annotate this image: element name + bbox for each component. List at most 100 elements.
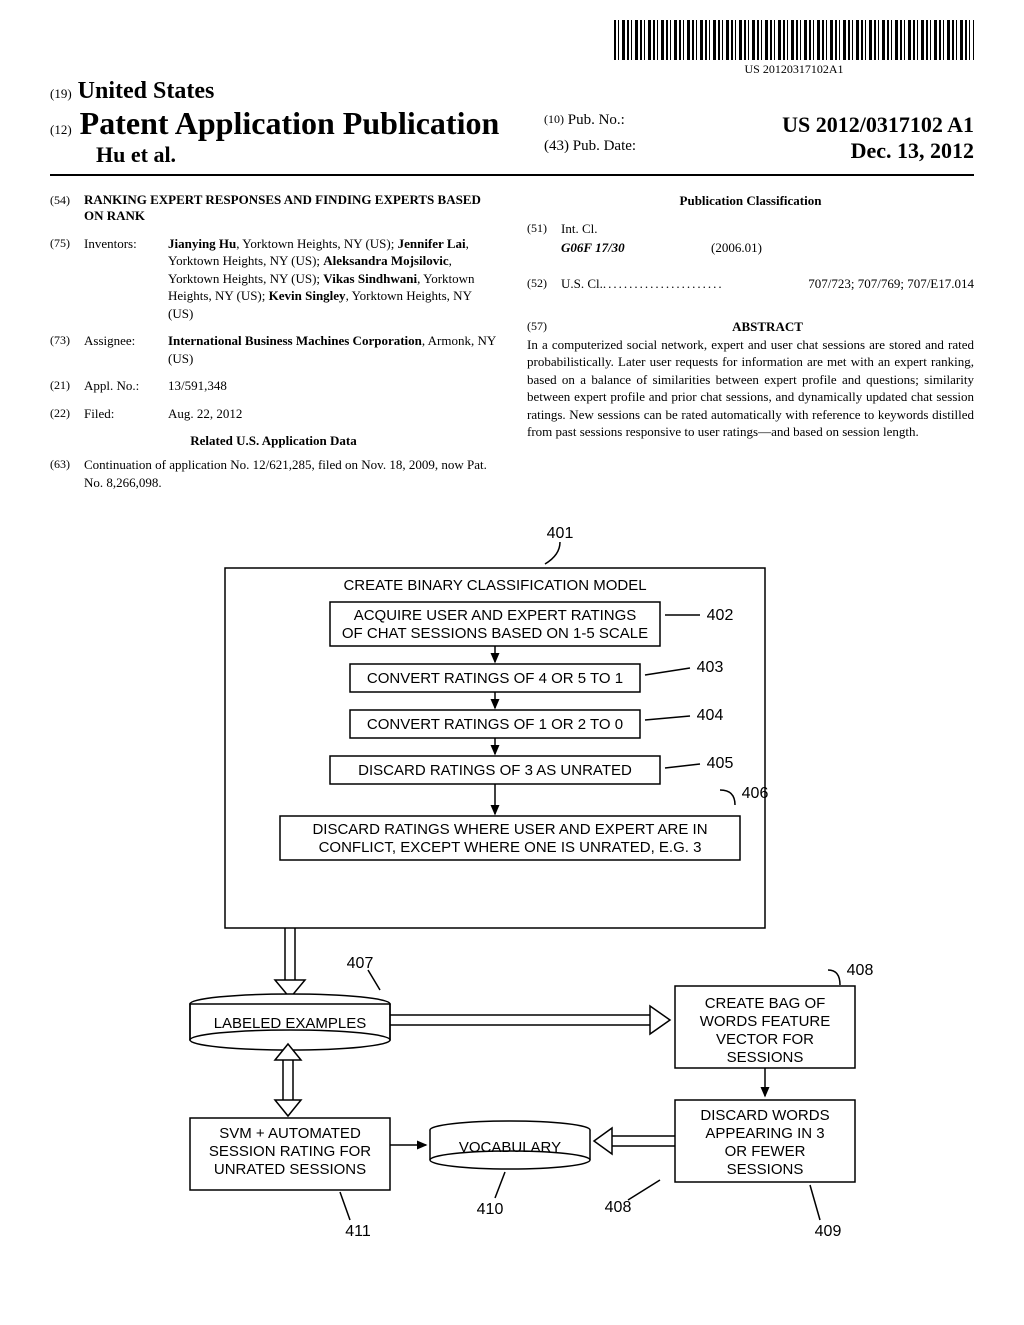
country-name: United States xyxy=(78,78,215,104)
flowchart-svg: 401 CREATE BINARY CLASSIFICATION MODEL A… xyxy=(0,520,1024,1320)
ref-408: 408 xyxy=(847,962,874,979)
ref-405: 405 xyxy=(707,755,734,772)
box-408-l2: WORDS FEATURE xyxy=(700,1013,831,1030)
ref-407: 407 xyxy=(347,955,374,972)
assignee-row: (73) Assignee: International Business Ma… xyxy=(50,332,497,367)
assignee-name: International Business Machines Corporat… xyxy=(168,333,422,348)
barcode-icon xyxy=(614,20,974,60)
ref-408b: 408 xyxy=(605,1199,632,1216)
applno-value: 13/591,348 xyxy=(168,377,497,395)
uscl-code: (52) xyxy=(527,275,561,293)
pubno-value: US 2012/0317102 A1 xyxy=(782,112,974,138)
biblio-block: (54) RANKING EXPERT RESPONSES AND FINDIN… xyxy=(50,176,974,501)
applno-code: (21) xyxy=(50,377,84,395)
uscl-main: 707/723 xyxy=(808,276,851,291)
ref-402: 402 xyxy=(707,607,734,624)
box-405-text: DISCARD RATINGS OF 3 AS UNRATED xyxy=(358,762,632,779)
box-408-l3: VECTOR FOR xyxy=(716,1031,814,1048)
filed-value: Aug. 22, 2012 xyxy=(168,405,497,423)
applicant-line: Hu et al. xyxy=(50,142,544,168)
uscl-rest: ; 707/769; 707/E17.014 xyxy=(851,276,974,291)
related-code: (63) xyxy=(50,456,84,491)
box-402-line2: OF CHAT SESSIONS BASED ON 1-5 SCALE xyxy=(342,625,648,642)
intcl-class: G06F 17/30 xyxy=(561,239,711,257)
abstract-heading: ABSTRACT xyxy=(561,318,974,336)
box-404-text: CONVERT RATINGS OF 1 OR 2 TO 0 xyxy=(367,716,623,733)
intcl-label: Int. Cl. xyxy=(561,220,974,238)
pubdate-label: Pub. Date: xyxy=(573,138,636,164)
assignee-code: (73) xyxy=(50,332,84,367)
box-407-text: LABELED EXAMPLES xyxy=(214,1015,367,1032)
applno-label: Appl. No.: xyxy=(84,377,168,395)
box-408-l4: SESSIONS xyxy=(727,1049,804,1066)
biblio-left-col: (54) RANKING EXPERT RESPONSES AND FINDIN… xyxy=(50,192,497,501)
box-403-text: CONVERT RATINGS OF 4 OR 5 TO 1 xyxy=(367,670,623,687)
intcl-class-row: G06F 17/30 (2006.01) xyxy=(527,239,974,257)
pubdate-row: (43) Pub. Date: Dec. 13, 2012 xyxy=(544,138,974,164)
ref-404: 404 xyxy=(697,707,724,724)
abstract-code: (57) xyxy=(527,318,561,336)
filed-row: (22) Filed: Aug. 22, 2012 xyxy=(50,405,497,423)
pubno-label: Pub. No.: xyxy=(568,112,625,138)
title-code: (54) xyxy=(50,192,84,225)
applno-row: (21) Appl. No.: 13/591,348 xyxy=(50,377,497,395)
abstract-header-row: (57) ABSTRACT xyxy=(527,318,974,336)
ref-401: 401 xyxy=(547,525,574,542)
ref-411: 411 xyxy=(345,1223,371,1240)
box-410-text: VOCABULARY xyxy=(459,1139,561,1156)
barcode-text: US 20120317102A1 xyxy=(614,62,974,77)
abstract-text: In a computerized social network, expert… xyxy=(527,336,974,441)
pubdate-value: Dec. 13, 2012 xyxy=(851,138,974,164)
box-406-line1: DISCARD RATINGS WHERE USER AND EXPERT AR… xyxy=(312,821,707,838)
barcode-region: US 20120317102A1 xyxy=(614,20,974,77)
ref-409: 409 xyxy=(815,1223,842,1240)
related-heading: Related U.S. Application Data xyxy=(50,432,497,450)
ref-410: 410 xyxy=(477,1201,504,1218)
related-row: (63) Continuation of application No. 12/… xyxy=(50,456,497,491)
assignee-label: Assignee: xyxy=(84,332,168,367)
country-line: (19) United States xyxy=(50,78,544,105)
box-411-l2: SESSION RATING FOR xyxy=(209,1143,371,1160)
box-409-l2: APPEARING IN 3 xyxy=(705,1125,824,1142)
header-left: (19) United States (12) Patent Applicati… xyxy=(50,78,544,168)
biblio-right-col: Publication Classification (51) Int. Cl.… xyxy=(527,192,974,501)
intcl-date: (2006.01) xyxy=(711,239,762,257)
intcl-row: (51) Int. Cl. xyxy=(527,220,974,238)
filed-label: Filed: xyxy=(84,405,168,423)
header-right: (10) Pub. No.: US 2012/0317102 A1 (43) P… xyxy=(544,112,974,168)
figure-region: 401 CREATE BINARY CLASSIFICATION MODEL A… xyxy=(0,520,1024,1320)
doc-type-line: (12) Patent Application Publication xyxy=(50,105,544,142)
pubno-code: (10) xyxy=(544,112,564,138)
doc-type: Patent Application Publication xyxy=(80,105,500,141)
classification-heading: Publication Classification xyxy=(527,192,974,210)
box-411-l3: UNRATED SESSIONS xyxy=(214,1161,366,1178)
country-code: (19) xyxy=(50,86,72,101)
intcl-code: (51) xyxy=(527,220,561,238)
uscl-dots: ....................... xyxy=(603,275,808,293)
title-row: (54) RANKING EXPERT RESPONSES AND FINDIN… xyxy=(50,192,497,225)
filed-code: (22) xyxy=(50,405,84,423)
uscl-values: 707/723; 707/769; 707/E17.014 xyxy=(808,275,974,293)
related-text: Continuation of application No. 12/621,2… xyxy=(84,456,497,491)
box-409-l1: DISCARD WORDS xyxy=(700,1107,829,1124)
doc-type-code: (12) xyxy=(50,122,72,137)
ref-403: 403 xyxy=(697,659,724,676)
ref-406: 406 xyxy=(742,785,769,802)
box-409-l3: OR FEWER xyxy=(725,1143,806,1160)
box-409-l4: SESSIONS xyxy=(727,1161,804,1178)
pubdate-code: (43) xyxy=(544,138,569,164)
box-411-l1: SVM + AUTOMATED xyxy=(219,1125,361,1142)
inventors-code: (75) xyxy=(50,235,84,323)
box-401-text: CREATE BINARY CLASSIFICATION MODEL xyxy=(343,577,646,594)
uscl-row: (52) U.S. Cl. ....................... 70… xyxy=(527,275,974,293)
inventors-list: Jianying Hu, Yorktown Heights, NY (US); … xyxy=(168,235,497,323)
box-406-line2: CONFLICT, EXCEPT WHERE ONE IS UNRATED, E… xyxy=(319,839,702,856)
box-408-l1: CREATE BAG OF xyxy=(705,995,826,1012)
pubno-row: (10) Pub. No.: US 2012/0317102 A1 xyxy=(544,112,974,138)
inventors-label: Inventors: xyxy=(84,235,168,323)
invention-title: RANKING EXPERT RESPONSES AND FINDING EXP… xyxy=(84,192,497,225)
assignee-value: International Business Machines Corporat… xyxy=(168,332,497,367)
inventors-row: (75) Inventors: Jianying Hu, Yorktown He… xyxy=(50,235,497,323)
box-402-line1: ACQUIRE USER AND EXPERT RATINGS xyxy=(354,607,637,624)
uscl-label: U.S. Cl. xyxy=(561,275,603,293)
